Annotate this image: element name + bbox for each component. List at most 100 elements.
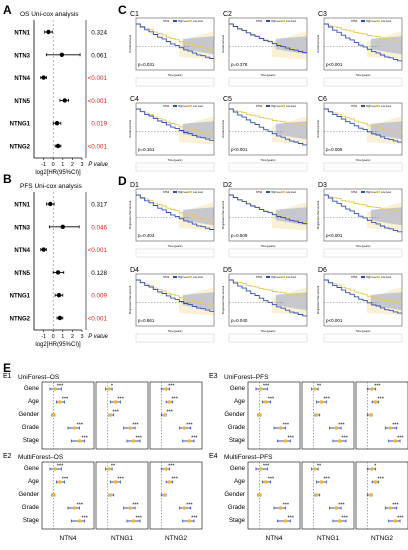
column-label: NTN4 bbox=[266, 535, 283, 542]
row-label: Age bbox=[234, 398, 246, 405]
pvalue-text: 0.324 bbox=[91, 30, 107, 37]
km-legend-low-swatch bbox=[281, 191, 285, 193]
km-pvalue: p=0.861 bbox=[138, 318, 155, 323]
gene-label: NTN4 bbox=[14, 248, 30, 254]
pvalue-header: P value bbox=[88, 162, 108, 168]
panel-letter-e: E bbox=[3, 361, 11, 375]
forest-os-title: OS Uni-cox analysis bbox=[20, 11, 79, 18]
x-tick-label: 3 bbox=[80, 162, 83, 168]
km-legend-low-swatch bbox=[188, 191, 192, 193]
significance-stars: *** bbox=[323, 477, 330, 483]
km-legend-low: Low level bbox=[286, 20, 296, 23]
km-legend-title: NTN4 bbox=[163, 276, 170, 279]
x-tick-label: 1 bbox=[61, 334, 64, 340]
km-curve-low bbox=[324, 23, 402, 41]
km-pfs-grid: D1 Progression free survival NTN4 High leve… bbox=[128, 182, 403, 343]
km-pvalue: p=0.040 bbox=[231, 318, 248, 323]
significance-stars: *** bbox=[186, 503, 193, 509]
km-pvalue: p=0.031 bbox=[138, 62, 155, 67]
km-y-title: Overall survival bbox=[221, 35, 225, 53]
forest-point bbox=[388, 506, 393, 510]
km-legend-low-swatch bbox=[281, 20, 285, 22]
km-legend-high-swatch bbox=[173, 105, 177, 107]
forest-point bbox=[283, 439, 288, 443]
significance-stars: *** bbox=[288, 436, 295, 442]
significance-stars: *** bbox=[377, 477, 384, 483]
forest-point bbox=[167, 480, 172, 484]
pvalue-text: 0.317 bbox=[91, 202, 107, 209]
significance-stars: *** bbox=[342, 516, 349, 522]
forest-point bbox=[334, 506, 339, 510]
panel-letter-c: C bbox=[118, 3, 127, 17]
km-curve-high bbox=[229, 23, 308, 54]
row-label: Grade bbox=[228, 424, 246, 431]
km-pvalue: p=0.378 bbox=[231, 62, 248, 67]
hr-point bbox=[48, 201, 53, 207]
km-legend-title: NTN4 bbox=[163, 191, 170, 194]
significance-stars: *** bbox=[62, 397, 69, 403]
km-legend-low: Low level bbox=[193, 276, 203, 279]
km-curve-high bbox=[324, 194, 402, 233]
km-plot-area bbox=[323, 102, 403, 156]
km-legend-title: NTN4 bbox=[163, 105, 170, 108]
forest-cell bbox=[247, 461, 301, 530]
km-legend-high: High level bbox=[271, 20, 282, 23]
forest-point bbox=[257, 413, 262, 417]
significance-stars: *** bbox=[288, 516, 295, 522]
pvalue-text: <0.001 bbox=[88, 98, 108, 105]
significance-stars: *** bbox=[392, 503, 399, 509]
km-legend-low: Low level bbox=[286, 276, 296, 279]
forest-point bbox=[257, 493, 262, 497]
gene-label: NTN4 bbox=[14, 76, 30, 82]
pvalue-text: <0.001 bbox=[88, 316, 108, 323]
km-x-title: Time(years) bbox=[168, 244, 183, 248]
forest-point bbox=[107, 467, 111, 471]
forest-point bbox=[187, 439, 191, 443]
km-panel: D1 Progression free survival NTN4 High leve… bbox=[128, 182, 215, 258]
forest-point bbox=[314, 413, 319, 417]
significance-stars: *** bbox=[136, 436, 143, 442]
significance-stars: *** bbox=[268, 477, 275, 483]
km-panel-label: C2 bbox=[223, 11, 232, 18]
km-curve-high bbox=[229, 194, 308, 225]
km-legend-high: High level bbox=[271, 276, 282, 279]
significance-stars: *** bbox=[171, 397, 178, 403]
column-label: NTN4 bbox=[60, 535, 77, 542]
forest-point bbox=[373, 400, 378, 404]
km-panel-label: C6 bbox=[318, 96, 327, 103]
significance-stars: *** bbox=[263, 464, 270, 470]
forest-point bbox=[182, 506, 187, 510]
km-curve-high bbox=[229, 279, 307, 317]
km-legend-title: NTN4 bbox=[351, 20, 358, 23]
km-legend-low: Low level bbox=[193, 191, 203, 194]
x-tick-label: 3 bbox=[80, 334, 83, 340]
km-x-title: Time(years) bbox=[168, 158, 183, 162]
hr-point bbox=[59, 52, 65, 57]
km-legend-high-swatch bbox=[361, 276, 365, 278]
km-curve-low bbox=[229, 108, 307, 126]
km-curve-high bbox=[136, 108, 214, 141]
significance-stars: *** bbox=[77, 423, 84, 429]
km-ci-band-low bbox=[271, 31, 307, 60]
significance-stars: ** bbox=[111, 464, 116, 470]
km-legend-low-swatch bbox=[188, 20, 192, 22]
km-pvalue: p<0.001 bbox=[326, 318, 343, 323]
km-y-title: Progression free survival bbox=[221, 285, 225, 314]
x-tick-label: 1 bbox=[61, 162, 64, 168]
forest-point bbox=[131, 439, 136, 443]
km-legend-high: High level bbox=[366, 276, 377, 279]
km-y-title: Overall survival bbox=[221, 120, 225, 138]
km-curve-high bbox=[136, 279, 214, 312]
significance-stars: *** bbox=[132, 503, 139, 509]
row-label: Gene bbox=[230, 465, 246, 472]
km-x-title: Time(years) bbox=[356, 73, 371, 77]
km-legend-title: NTN4 bbox=[351, 276, 358, 279]
gene-label: NTNG1 bbox=[10, 294, 31, 300]
multi-forest-title: UniForest–PFS bbox=[224, 374, 269, 381]
x-axis-title: log2[HR(95%CI)] bbox=[35, 170, 81, 176]
km-pvalue: p=0.005 bbox=[326, 147, 343, 152]
forest-point bbox=[393, 439, 397, 443]
forest-point bbox=[313, 387, 317, 391]
forest-point bbox=[131, 519, 136, 523]
forest-point bbox=[314, 493, 319, 497]
